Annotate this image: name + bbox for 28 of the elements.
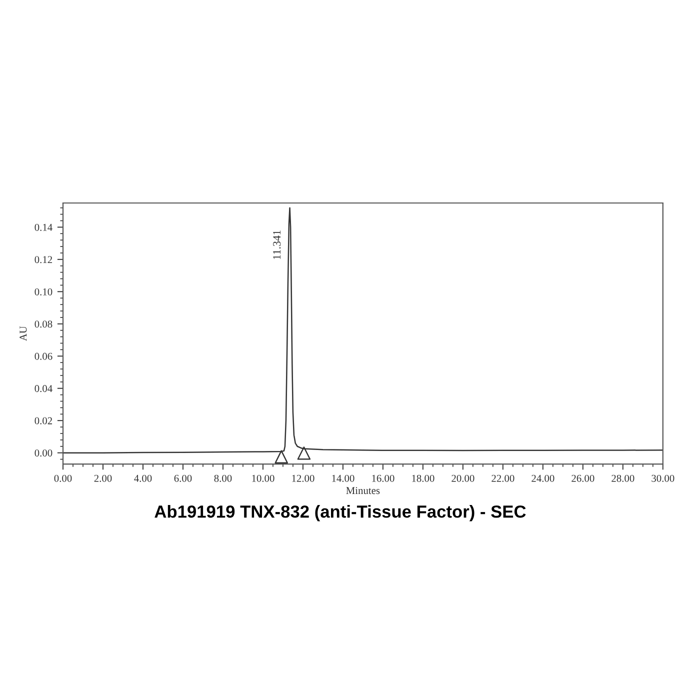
- y-tick-label: 0.10: [34, 288, 52, 296]
- x-tick-label: 22.00: [492, 474, 514, 482]
- x-tick-label: 12.00: [292, 474, 314, 482]
- y-tick-label: 0.00: [34, 450, 52, 457]
- y-tick-label: 0.06: [34, 352, 52, 360]
- x-axis-title: Minutes: [346, 487, 380, 494]
- x-tick-label: 2.00: [94, 474, 112, 482]
- x-tick-label: 14.00: [332, 474, 354, 482]
- text: Ab191919 TNX-832 (anti-Tissue Factor) - SEC: [154, 505, 526, 522]
- y-tick-label: 0.12: [34, 256, 52, 264]
- y-tick-label: 0.04: [34, 385, 52, 392]
- x-tick-label: 16.00: [372, 474, 394, 482]
- x-tick-label: 28.00: [612, 474, 634, 482]
- x-tick-label: 24.00: [532, 474, 554, 482]
- y-tick-label: 0.08: [34, 320, 52, 328]
- x-tick-label: 20.00: [452, 474, 474, 482]
- y-tick-label: 0.02: [34, 417, 52, 424]
- x-tick-label: 18.00: [412, 474, 434, 482]
- x-tick-label: 8.00: [214, 474, 232, 482]
- x-tick-label: 6.00: [174, 474, 192, 482]
- x-tick-label: 26.00: [572, 474, 594, 482]
- y-tick-label: 0.14: [34, 224, 52, 231]
- annotation: 11.341: [273, 230, 281, 259]
- y-axis-title: AU: [20, 326, 27, 341]
- x-tick-label: 4.00: [134, 474, 152, 482]
- x-tick-label: 30.00: [652, 474, 674, 482]
- x-tick-label: 10.00: [252, 474, 274, 482]
- x-tick-label: 0.00: [54, 474, 72, 482]
